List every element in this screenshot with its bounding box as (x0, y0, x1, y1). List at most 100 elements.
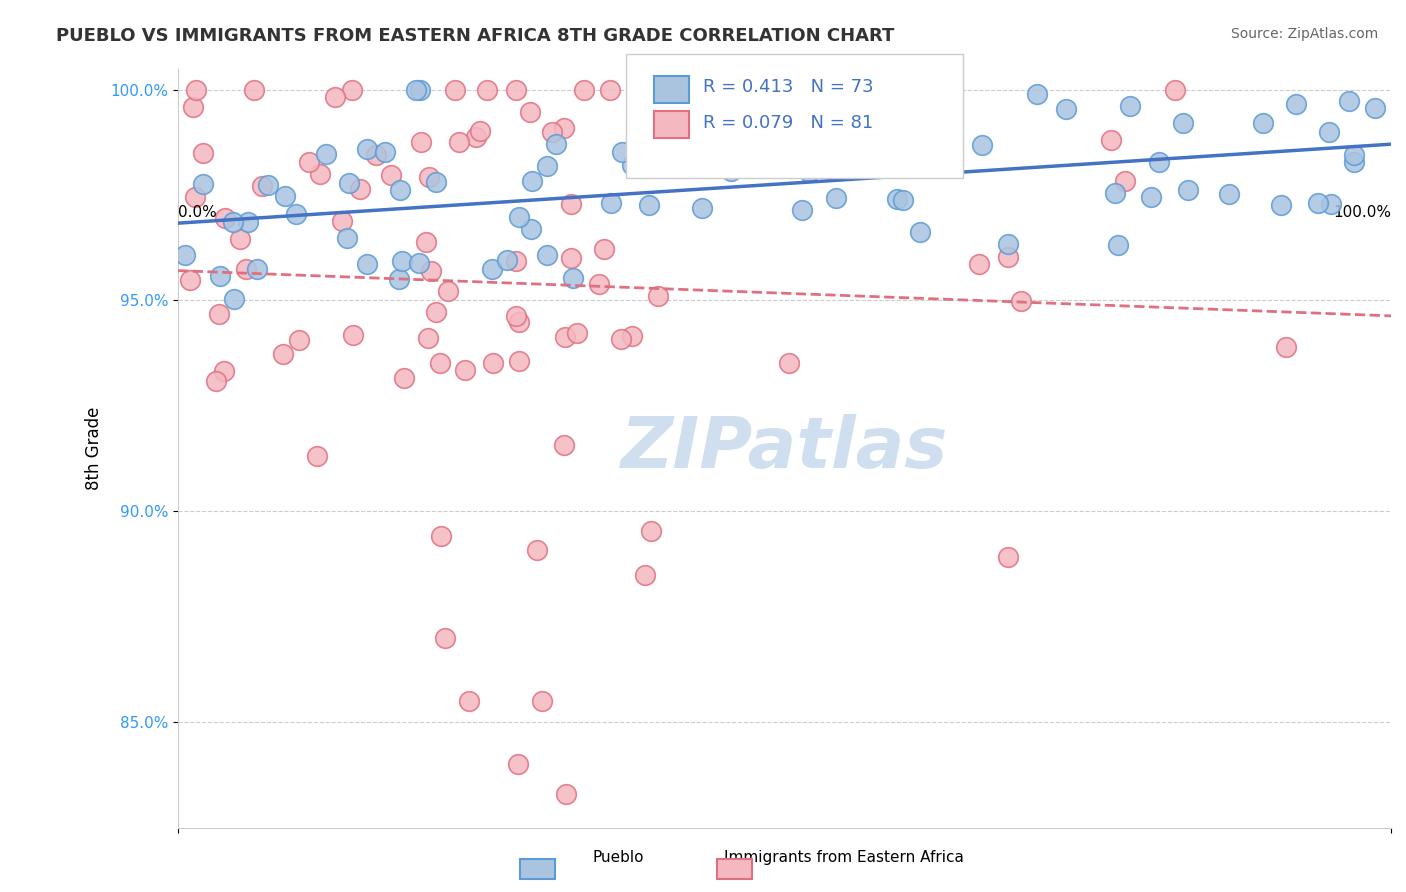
Point (508, 211, 530, 225)
Text: 0.0%: 0.0% (179, 205, 217, 220)
Point (803, 155, 825, 169)
Point (271, 347, 294, 361)
Point (1140, 190, 1163, 204)
Point (337, 176, 360, 190)
Point (1119, 99, 1142, 113)
Point (1054, 102, 1077, 116)
Point (886, 192, 908, 206)
Point (546, 136, 568, 151)
Point (411, 135, 433, 149)
Point (415, 235, 437, 249)
Point (891, 194, 914, 208)
Point (222, 215, 245, 229)
Point (830, 137, 852, 152)
Point (530, 694, 553, 708)
Text: Immigrants from Eastern Africa: Immigrants from Eastern Africa (724, 850, 963, 865)
Point (387, 272, 409, 286)
Point (356, 142, 378, 156)
Point (1107, 238, 1129, 252)
Point (540, 125, 562, 139)
Point (356, 256, 378, 270)
Point (208, 306, 231, 320)
Point (560, 196, 582, 211)
Point (257, 178, 280, 193)
Point (599, 82, 621, 96)
Point (1343, 148, 1365, 162)
Point (638, 197, 661, 211)
Point (1147, 155, 1170, 169)
Point (1270, 197, 1292, 211)
Point (179, 273, 201, 287)
Point (285, 207, 308, 221)
Point (967, 257, 990, 271)
Point (553, 121, 575, 136)
Point (173, 248, 195, 262)
Text: R = 0.413   N = 73: R = 0.413 N = 73 (703, 78, 873, 96)
Point (1173, 116, 1195, 130)
Point (425, 175, 447, 189)
Point (621, 328, 644, 343)
Point (433, 631, 456, 645)
Point (389, 183, 412, 197)
Point (184, 82, 207, 96)
Point (519, 105, 541, 120)
Point (610, 332, 633, 346)
Point (1339, 94, 1361, 108)
Point (453, 363, 475, 377)
Point (505, 254, 527, 268)
Point (409, 82, 432, 96)
Point (778, 356, 800, 370)
Point (250, 179, 273, 194)
Point (561, 271, 583, 285)
Point (612, 145, 634, 159)
Point (536, 159, 558, 173)
Point (1177, 183, 1199, 197)
Text: Source: ZipAtlas.com: Source: ZipAtlas.com (1230, 27, 1378, 41)
Point (1343, 154, 1365, 169)
Point (305, 449, 328, 463)
Point (599, 195, 621, 210)
Point (522, 174, 544, 188)
Point (496, 252, 519, 267)
Point (366, 148, 388, 162)
Point (315, 147, 337, 161)
Point (1104, 186, 1126, 201)
Point (470, 124, 492, 138)
Point (1010, 293, 1032, 308)
Point (970, 137, 993, 152)
Point (825, 191, 848, 205)
Point (246, 262, 269, 277)
Point (893, 110, 915, 124)
Point (458, 694, 481, 708)
Point (505, 82, 527, 96)
Point (505, 309, 527, 323)
Point (1025, 87, 1047, 102)
Point (191, 145, 214, 160)
Point (942, 82, 965, 96)
Point (592, 242, 614, 256)
Point (997, 236, 1019, 251)
Point (224, 293, 246, 307)
Point (1164, 82, 1187, 96)
Point (228, 232, 250, 246)
Point (443, 82, 465, 96)
Point (508, 353, 530, 368)
Point (330, 214, 353, 228)
Point (405, 82, 427, 96)
Point (997, 250, 1019, 264)
Point (243, 82, 266, 96)
Point (768, 151, 790, 165)
Point (553, 438, 575, 452)
Point (526, 542, 548, 557)
Point (1114, 173, 1136, 187)
Point (336, 231, 359, 245)
Text: R = 0.079   N = 81: R = 0.079 N = 81 (703, 114, 873, 132)
Point (647, 289, 669, 303)
Point (536, 248, 558, 262)
Point (560, 251, 582, 265)
Point (349, 181, 371, 195)
Point (621, 158, 644, 172)
Point (904, 120, 927, 135)
Point (720, 164, 742, 178)
Text: Pueblo: Pueblo (593, 850, 644, 865)
